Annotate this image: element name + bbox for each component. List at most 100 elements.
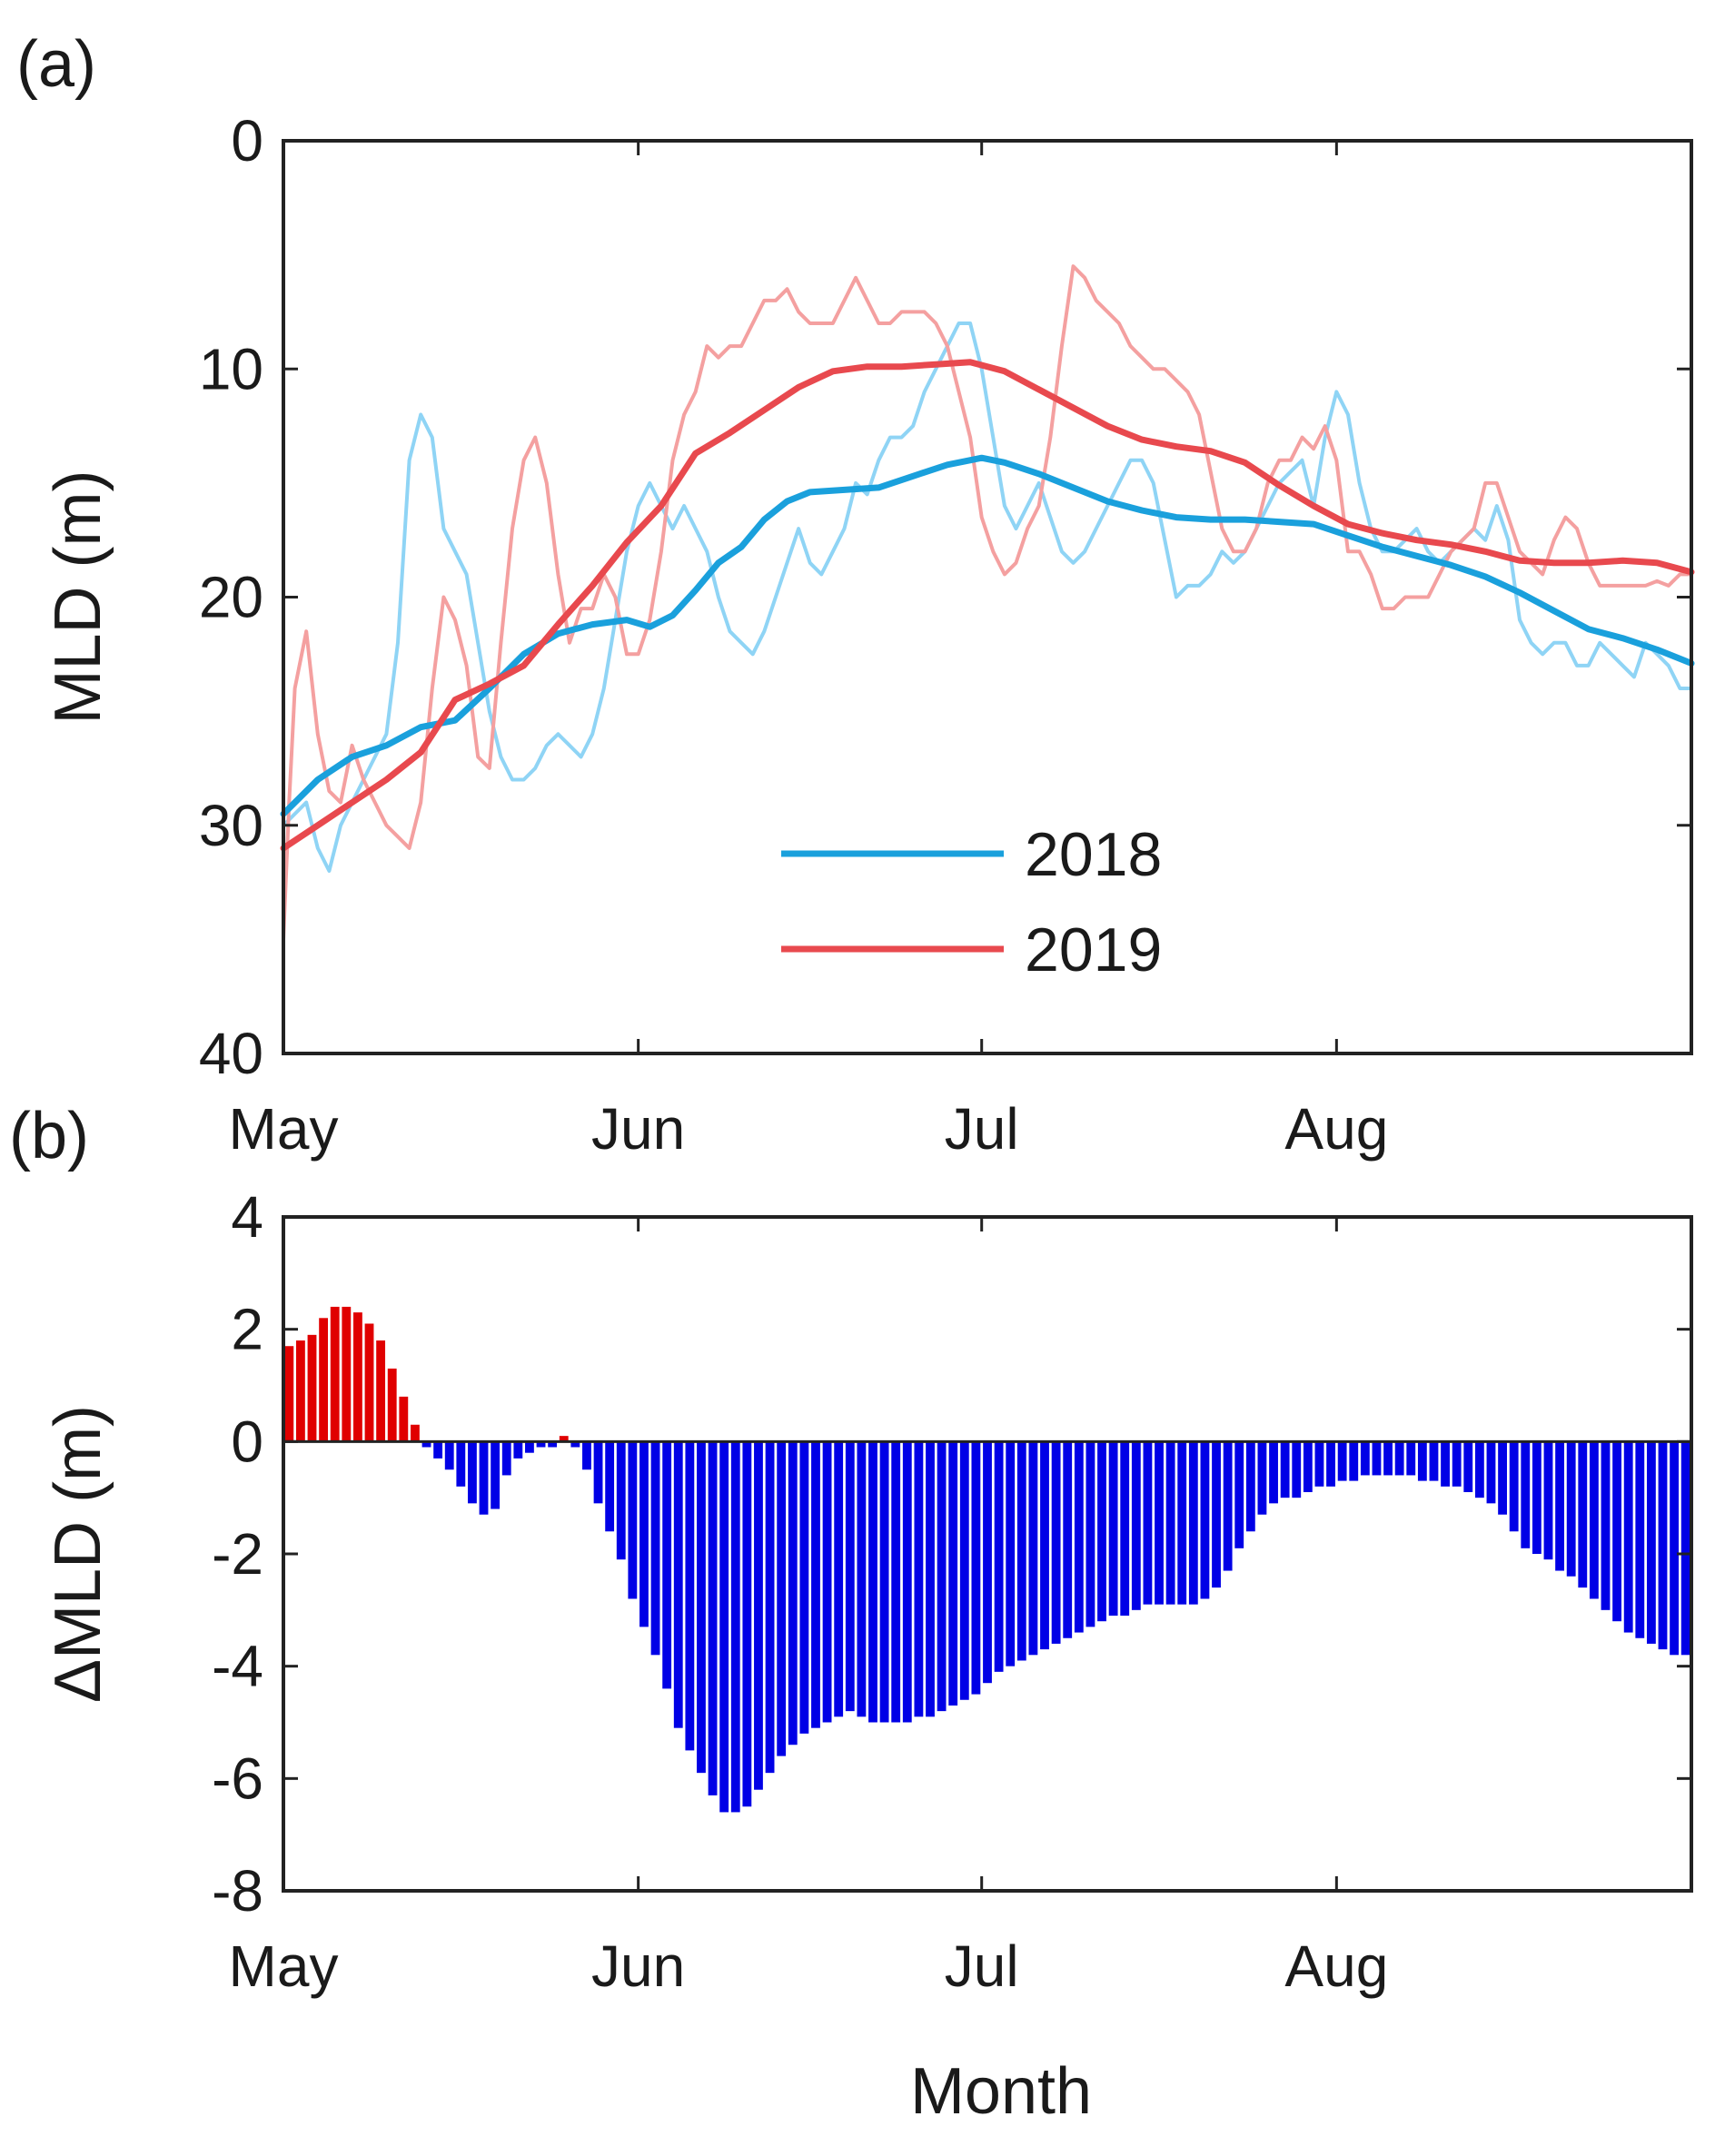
bar-77 (1165, 1441, 1175, 1605)
bar-93 (1349, 1441, 1359, 1481)
y-axis-label: MLD (m) (42, 470, 114, 725)
bar-85 (1257, 1441, 1267, 1515)
y-tick-label: 10 (199, 336, 263, 401)
bar-60 (971, 1441, 981, 1695)
bar-70 (1086, 1441, 1095, 1627)
bar-82 (1223, 1441, 1233, 1571)
x-tick-label: Jul (945, 1096, 1019, 1162)
bar-24 (559, 1436, 569, 1442)
bar-63 (1006, 1441, 1016, 1666)
x-tick-label: Aug (1284, 1933, 1388, 1999)
bar-117 (1623, 1441, 1633, 1633)
bar-105 (1486, 1441, 1496, 1504)
bar-36 (697, 1441, 706, 1774)
bar-34 (673, 1441, 683, 1728)
bar-1 (295, 1340, 305, 1442)
bar-84 (1245, 1441, 1255, 1532)
bar-32 (650, 1441, 660, 1656)
x-axis-label: Month (910, 2055, 1092, 2128)
bar-42 (765, 1441, 775, 1774)
bar-122 (1680, 1441, 1690, 1656)
bar-83 (1234, 1441, 1244, 1548)
y-tick-label: -4 (212, 1634, 263, 1699)
x-tick-label: May (229, 1096, 339, 1162)
bar-26 (582, 1441, 591, 1470)
bar-87 (1280, 1441, 1290, 1498)
bar-37 (708, 1441, 718, 1795)
x-tick-label: Jun (591, 1096, 685, 1162)
y-tick-label: -6 (212, 1746, 263, 1811)
bar-15 (456, 1441, 466, 1487)
bar-104 (1474, 1441, 1484, 1498)
bar-35 (685, 1441, 695, 1751)
series-line-2019 (280, 359, 1695, 852)
bar-29 (616, 1441, 626, 1560)
bar-94 (1360, 1441, 1370, 1476)
bar-23 (548, 1441, 558, 1448)
bar-33 (662, 1441, 672, 1689)
y-axis-label: ΔMLD (m) (42, 1405, 114, 1703)
y-tick-label: 20 (199, 565, 263, 630)
y-tick-label: 0 (231, 1409, 263, 1474)
bar-68 (1063, 1441, 1073, 1638)
bar-72 (1108, 1441, 1118, 1617)
bar-73 (1120, 1441, 1130, 1617)
bar-67 (1051, 1441, 1061, 1644)
bar-75 (1143, 1441, 1153, 1605)
legend-label-2018: 2018 (1025, 820, 1162, 889)
bar-71 (1097, 1441, 1106, 1622)
bar-57 (937, 1441, 947, 1712)
y-tick-label: 4 (231, 1184, 263, 1250)
bar-30 (628, 1441, 638, 1599)
bar-91 (1326, 1441, 1335, 1487)
panel-label-b: (b) (9, 1100, 89, 1172)
bar-27 (593, 1441, 603, 1504)
bar-76 (1155, 1441, 1164, 1605)
bar-17 (479, 1441, 489, 1515)
bar-96 (1383, 1441, 1393, 1476)
panel-b: (b) 4 2 0 -2 -4 -6 -8 May Jun Jul Aug ΔMLD (m) Month (9, 1100, 1693, 2128)
bar-3 (319, 1318, 329, 1442)
plot-frame-a (282, 139, 1693, 1055)
y-tick-label: -8 (212, 1858, 263, 1924)
legend-label-2019: 2019 (1025, 915, 1162, 984)
bar-78 (1177, 1441, 1187, 1605)
bar-14 (444, 1441, 454, 1470)
y-tick-label: -2 (212, 1521, 263, 1587)
bar-113 (1578, 1441, 1588, 1588)
bar-62 (994, 1441, 1004, 1672)
bar-39 (730, 1441, 740, 1813)
bar-109 (1532, 1441, 1542, 1554)
bar-107 (1509, 1441, 1519, 1532)
bar-54 (902, 1441, 912, 1723)
bar-101 (1441, 1441, 1450, 1487)
bar-5 (342, 1306, 352, 1442)
series-line-2018-daily (282, 321, 1693, 873)
y-tick-label: 0 (231, 108, 263, 173)
bar-80 (1200, 1441, 1210, 1599)
bar-38 (719, 1441, 729, 1813)
bar-58 (948, 1441, 958, 1706)
bar-102 (1452, 1441, 1462, 1487)
bar-56 (926, 1441, 935, 1717)
bar-46 (811, 1441, 820, 1728)
bar-118 (1635, 1441, 1645, 1638)
bar-98 (1406, 1441, 1416, 1476)
bar-81 (1212, 1441, 1221, 1588)
bar-28 (605, 1441, 615, 1532)
bar-49 (845, 1441, 855, 1712)
bar-64 (1016, 1441, 1026, 1661)
x-tick-label: Jul (945, 1933, 1019, 1999)
y-tick-label: 2 (231, 1297, 263, 1362)
bar-92 (1337, 1441, 1347, 1481)
bar-11 (411, 1424, 420, 1442)
bar-43 (777, 1441, 787, 1756)
bar-79 (1188, 1441, 1198, 1605)
bar-22 (536, 1441, 546, 1448)
bar-20 (513, 1441, 523, 1459)
bar-10 (399, 1396, 409, 1442)
bar-12 (421, 1441, 431, 1448)
bar-59 (959, 1441, 969, 1700)
series-line-2018 (280, 454, 1695, 817)
